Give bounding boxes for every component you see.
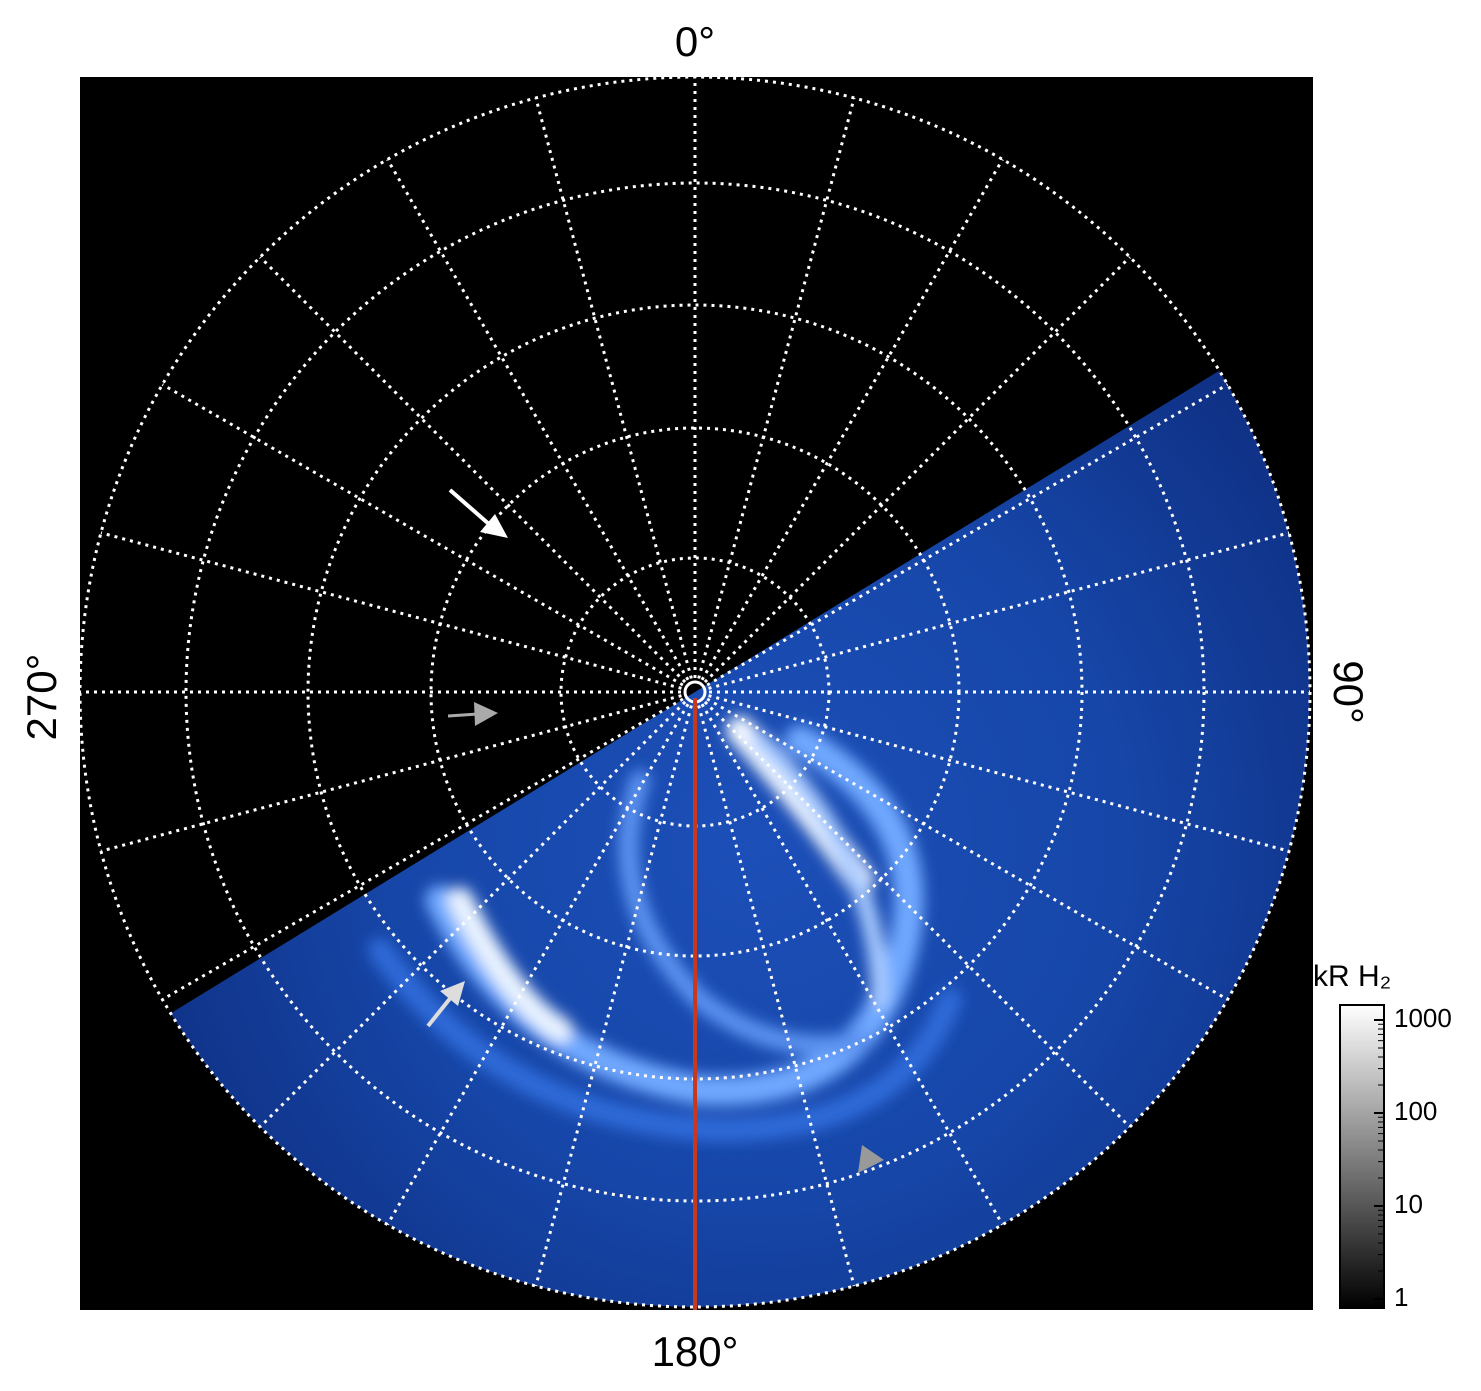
colorbar-tick-label: 10 (1394, 1189, 1423, 1219)
colorbar-title: kR H₂ (1313, 960, 1391, 993)
angle-label: 90° (1325, 660, 1372, 724)
angle-label: 0° (675, 18, 715, 65)
colorbar (1339, 1004, 1385, 1309)
arrows (426, 488, 884, 1173)
colorbar-tick-label: 1000 (1394, 1003, 1452, 1033)
colorbar-tick-label: 100 (1394, 1096, 1437, 1126)
angle-label: 180° (652, 1328, 739, 1375)
grid-ring (184, 181, 1206, 1203)
grid-ring (306, 303, 1084, 1081)
colorbar-tick-label: 1 (1394, 1282, 1408, 1312)
angle-label: 270° (18, 654, 65, 741)
